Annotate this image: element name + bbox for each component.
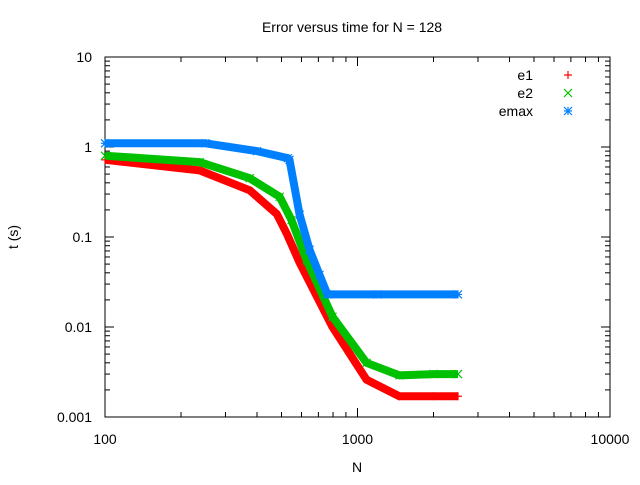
series-e1-point — [295, 258, 304, 267]
series-emax-point — [252, 146, 262, 156]
y-axis-label: t (s) — [5, 225, 21, 249]
series-e2-point — [100, 151, 110, 161]
x-tick-label: 100 — [93, 431, 117, 447]
axes: 100 1000 10000 0.001 0.01 0.1 1 10 — [57, 49, 630, 447]
series-e2-point — [287, 215, 296, 225]
series-e2-point — [245, 173, 255, 183]
series-e2-point — [275, 192, 285, 202]
legend-marker-e2 — [563, 88, 573, 98]
chart-title: Error versus time for N = 128 — [262, 19, 442, 35]
series-emax-point — [285, 155, 294, 165]
legend-marker-emax — [563, 106, 573, 116]
series-e2-point — [195, 157, 205, 167]
series-emax-point — [453, 290, 463, 299]
series-e2-point — [429, 369, 438, 379]
series-e1-point — [429, 392, 438, 401]
series-e2-point — [362, 358, 371, 368]
series-e2-point — [328, 312, 337, 322]
series-e2-point — [395, 370, 404, 380]
legend-marker-e1 — [564, 71, 572, 79]
y-tick-label: 0.1 — [73, 229, 93, 245]
series-e1-point — [195, 166, 204, 175]
series-emax-point — [322, 290, 332, 299]
y-tick-label: 0.01 — [65, 319, 92, 335]
series-e1-point — [453, 392, 462, 401]
series-e1-point — [362, 375, 371, 384]
legend: e1 e2 emax — [499, 67, 573, 119]
x-axis-label: N — [352, 459, 362, 475]
series-e1-point — [272, 210, 281, 219]
y-tick-label: 1 — [84, 139, 92, 155]
series-emax-point — [315, 270, 324, 280]
series-emax-point — [100, 138, 110, 148]
legend-label-e2: e2 — [517, 85, 533, 101]
y-tick-label: 10 — [76, 49, 92, 65]
series-emax-point — [305, 245, 315, 255]
series-e1-point — [245, 186, 254, 195]
series-emax-point — [295, 210, 305, 220]
series-e1-point — [395, 392, 404, 401]
y-tick-label: 0.001 — [57, 409, 92, 425]
legend-label-e1: e1 — [517, 67, 533, 83]
series-emax-point — [373, 290, 382, 299]
series-emax-point — [201, 138, 210, 148]
x-tick-label: 10000 — [591, 431, 630, 447]
legend-label-emax: emax — [499, 103, 533, 119]
x-tick-label: 1000 — [342, 431, 373, 447]
series-e1-point — [282, 229, 291, 238]
plot-area — [100, 138, 463, 401]
series-e2-point — [453, 369, 463, 379]
series-e2-line — [104, 151, 458, 380]
